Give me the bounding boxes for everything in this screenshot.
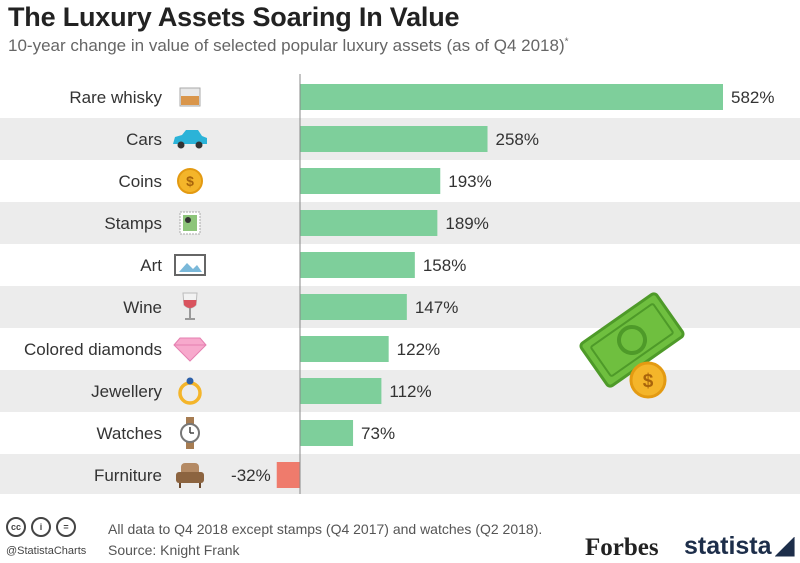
painting-icon — [174, 254, 206, 276]
category-label-art: Art — [140, 256, 162, 275]
value-label-colored-diamonds: 122% — [397, 340, 440, 359]
source-note: Source: Knight Frank — [108, 542, 240, 558]
value-label-cars: 258% — [496, 130, 539, 149]
bar-coins — [300, 168, 441, 194]
diamond-icon — [173, 337, 207, 362]
car-icon — [173, 130, 207, 149]
value-label-coins: 193% — [448, 172, 491, 191]
forbes-logo[interactable]: Forbes — [585, 534, 659, 561]
subtitle-text: 10-year change in value of selected popu… — [8, 36, 565, 55]
bar-art — [300, 252, 415, 278]
category-label-stamps: Stamps — [104, 214, 162, 233]
row-band-furniture — [0, 454, 800, 494]
attribution-icon[interactable]: i — [31, 517, 51, 537]
money-coin-icon: $ — [629, 361, 667, 399]
cc-icon[interactable]: cc — [6, 517, 26, 537]
subtitle-footnote-mark: * — [564, 36, 569, 48]
statista-mark-icon — [774, 536, 795, 557]
statista-logo-text: statista — [684, 532, 772, 560]
value-label-rare-whisky: 582% — [731, 88, 774, 107]
statista-logo[interactable]: statista — [684, 532, 795, 561]
category-label-rare-whisky: Rare whisky — [69, 88, 162, 107]
category-label-furniture: Furniture — [94, 466, 162, 485]
watch-icon — [180, 417, 200, 449]
ring-icon — [178, 377, 202, 405]
bar-chart: Rare whisky 582% Cars 258% Coins $193% Stamps 1… — [0, 74, 800, 494]
chart-title: The Luxury Assets Soaring In Value — [8, 2, 460, 32]
category-label-wine: Wine — [123, 298, 162, 317]
category-label-colored-diamonds: Colored diamonds — [24, 340, 162, 359]
chart-subtitle: 10-year change in value of selected popu… — [8, 36, 569, 56]
bar-colored-diamonds — [300, 336, 389, 362]
value-label-watches: 73% — [361, 424, 395, 443]
bar-furniture — [276, 462, 300, 488]
footnote: All data to Q4 2018 except stamps (Q4 20… — [108, 521, 543, 537]
bar-rare-whisky — [300, 84, 723, 110]
bar-wine — [300, 294, 407, 320]
value-label-furniture: -32% — [231, 466, 271, 485]
category-label-jewellery: Jewellery — [91, 382, 162, 401]
coin-icon: $ — [177, 168, 203, 194]
category-label-cars: Cars — [126, 130, 162, 149]
no-derivatives-icon[interactable]: = — [56, 517, 76, 537]
value-label-jewellery: 112% — [389, 382, 431, 401]
bar-jewellery — [300, 378, 382, 404]
whisky-glass-icon — [179, 87, 201, 107]
statista-handle[interactable]: @StatistaCharts — [6, 545, 87, 557]
bar-cars — [300, 126, 488, 152]
value-label-wine: 147% — [415, 298, 458, 317]
bar-stamps — [300, 210, 438, 236]
value-label-art: 158% — [423, 256, 466, 275]
stamp-icon — [179, 211, 201, 235]
category-label-watches: Watches — [96, 424, 162, 443]
money-illustration-icon — [579, 292, 685, 388]
svg-text:$: $ — [643, 371, 654, 392]
license-icons: cc i = — [6, 517, 76, 537]
svg-text:$: $ — [186, 173, 194, 189]
bar-watches — [300, 420, 354, 446]
value-label-stamps: 189% — [445, 214, 488, 233]
wine-glass-icon — [182, 292, 198, 320]
category-label-coins: Coins — [119, 172, 162, 191]
armchair-icon — [176, 463, 204, 488]
row-band-jewellery — [0, 370, 800, 412]
